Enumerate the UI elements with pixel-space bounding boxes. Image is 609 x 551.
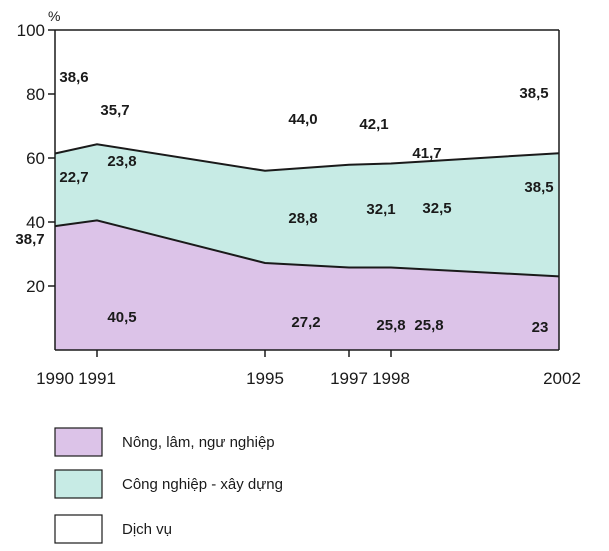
x-tick-label: 1991 — [78, 369, 116, 388]
data-label: 23,8 — [107, 153, 136, 170]
boundary-line-2 — [54, 143, 560, 172]
y-tick-label: 40 — [26, 213, 45, 232]
data-label: 38,5 — [519, 85, 548, 102]
x-tick-label: 1997 — [330, 369, 368, 388]
area-layers — [54, 29, 560, 350]
y-tick-label: 20 — [26, 277, 45, 296]
x-tick-label: 1990 — [36, 369, 74, 388]
axes: % — [48, 8, 559, 351]
x-ticks: 1990 1991 1995 1997 1998 2002 — [36, 350, 581, 388]
boundary-line-1 — [54, 219, 560, 278]
legend-swatch-0 — [54, 427, 103, 457]
data-label: 42,1 — [359, 116, 388, 133]
data-label: 32,5 — [422, 200, 451, 217]
y-axis-unit: % — [48, 8, 60, 24]
x-tick-label: 1995 — [246, 369, 284, 388]
data-label: 22,7 — [59, 169, 88, 186]
data-label: 25,8 — [376, 317, 405, 334]
data-label: 23 — [532, 319, 549, 336]
data-label: 40,5 — [107, 309, 136, 326]
y-ticks: 20 40 60 80 100 — [17, 21, 55, 296]
y-tick-label: 80 — [26, 85, 45, 104]
legend-label-1: Công nghiệp - xây dựng — [122, 476, 283, 493]
legend-label-0: Nông, lâm, ngư nghiệp — [122, 434, 275, 451]
area-series-2 — [55, 30, 559, 171]
legend-label-2: Dịch vụ — [122, 521, 172, 538]
legend: Nông, lâm, ngư nghiệp Công nghiệp - xây d… — [54, 427, 283, 544]
x-tick-label: 1998 — [372, 369, 410, 388]
data-label: 35,7 — [100, 102, 129, 119]
data-label: 28,8 — [288, 210, 317, 227]
area-series-0 — [55, 220, 559, 350]
data-label: 38,5 — [524, 179, 553, 196]
data-labels: 38,7 40,5 27,2 25,8 25,8 23 22,7 23,8 28,8 32,1 32… — [15, 69, 553, 336]
legend-swatch-1 — [54, 469, 103, 499]
data-label: 44,0 — [288, 111, 317, 128]
data-label: 41,7 — [412, 145, 441, 162]
legend-swatch-2 — [54, 514, 103, 544]
y-tick-label: 60 — [26, 149, 45, 168]
area-series-1 — [55, 144, 559, 277]
data-label: 27,2 — [291, 314, 320, 331]
data-label: 38,6 — [59, 69, 88, 86]
y-tick-label: 100 — [17, 21, 45, 40]
x-tick-label: 2002 — [543, 369, 581, 388]
data-label: 38,7 — [15, 231, 44, 248]
data-label: 32,1 — [366, 201, 395, 218]
data-label: 25,8 — [414, 317, 443, 334]
